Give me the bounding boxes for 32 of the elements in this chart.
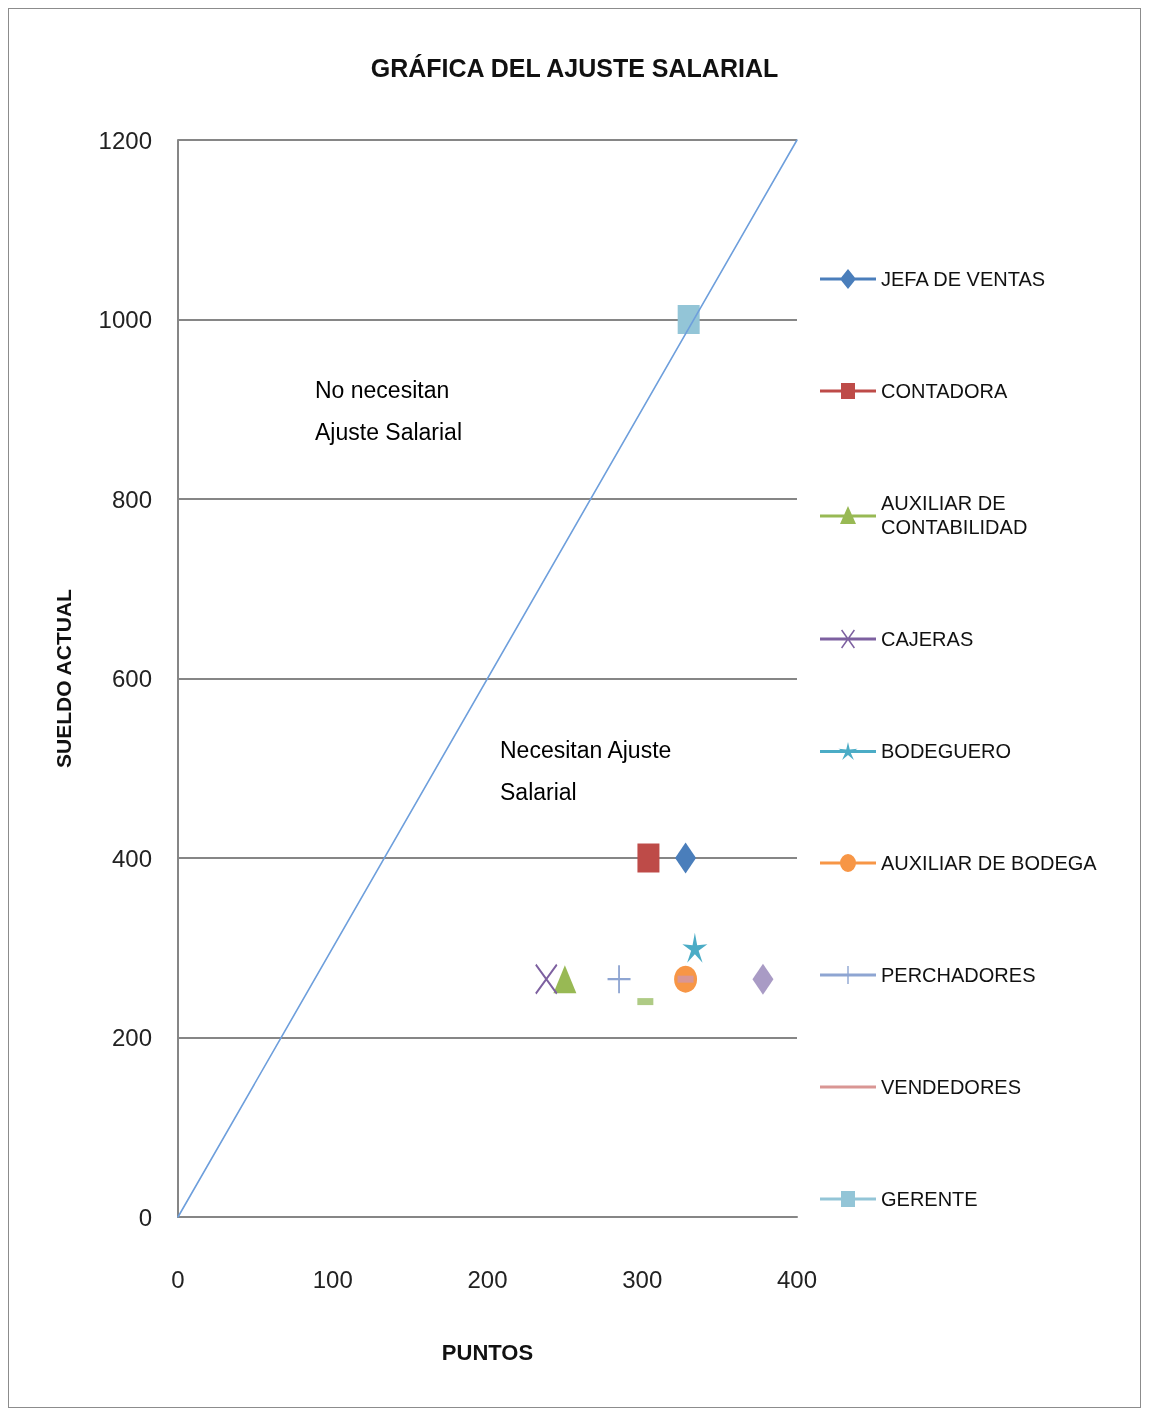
y-tick-label: 600 [111,665,152,692]
legend-label: AUXILIAR DE BODEGA [881,852,1098,874]
legend-label: CONTADORA [881,380,1008,402]
y-axis-title: SUELDO ACTUAL [52,588,75,768]
point [606,964,632,995]
x-tick-label: 0 [171,1265,185,1293]
y-tick-label: 1200 [98,126,152,154]
point [677,305,700,334]
x-tick-label: 200 [467,1265,508,1293]
legend-label: PERCHADORES [881,964,1036,986]
point [534,963,558,995]
legend-label: JEFA DE VENTAS [881,268,1046,290]
x-tick-label: 100 [312,1265,353,1293]
legend-label: CAJERAS [881,628,974,650]
point [553,965,577,994]
point [637,843,660,873]
annotation: No necesitan Ajuste Salarial [315,377,463,445]
y-tick-label: 400 [111,844,152,872]
y-tick-label: 1000 [98,306,152,333]
legend-label: VENDEDORES [881,1076,1022,1098]
x-tick-label: 300 [622,1265,663,1293]
x-tick-label: 400 [776,1265,818,1293]
legend-label: GERENTE [881,1188,978,1210]
y-tick-label: 0 [138,1203,152,1231]
point [682,932,708,963]
y-tick-label: 800 [111,485,152,513]
annotation: Necesitan Ajuste Salarial [500,737,672,805]
legend-label: BODEGUERO [881,740,1012,762]
y-tick-label: 200 [111,1024,152,1051]
legend-label: AUXILIAR DE CONTABILIDAD [881,492,1028,538]
x-axis-title: PUNTOS [441,1339,534,1365]
chart-title: GRÁFICA DEL AJUSTE SALARIAL [370,53,779,82]
